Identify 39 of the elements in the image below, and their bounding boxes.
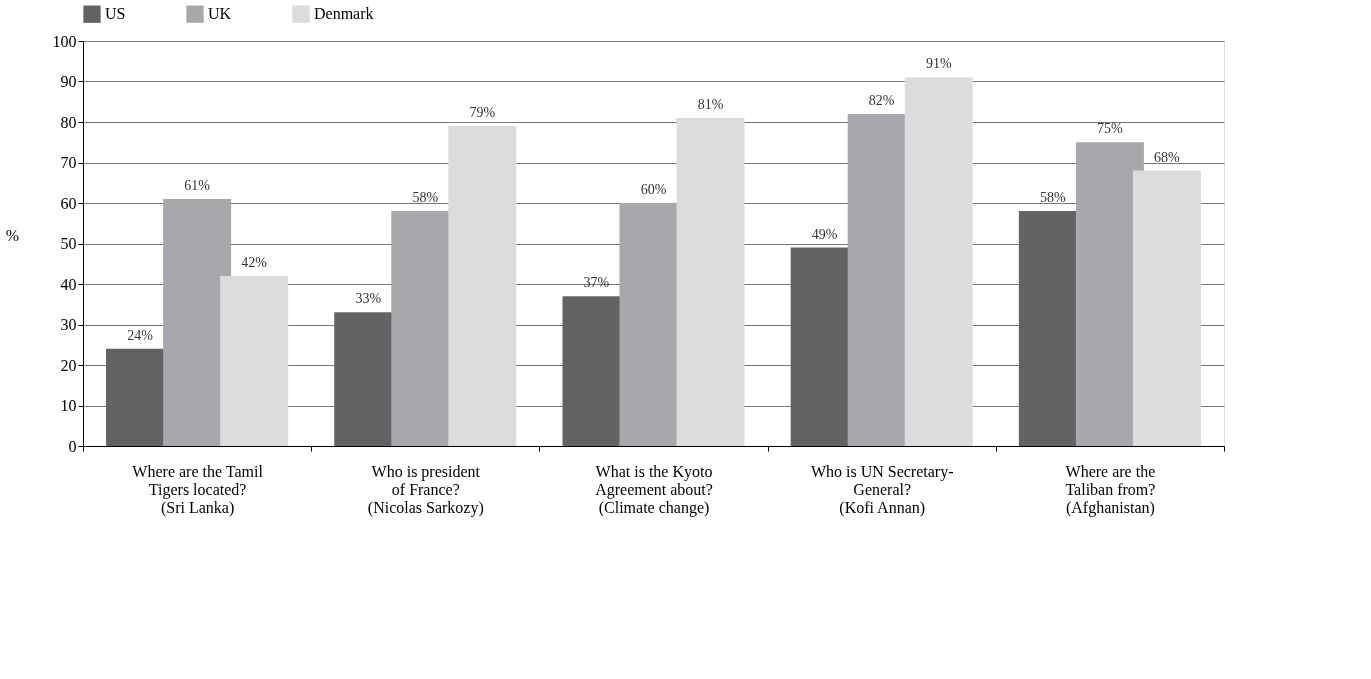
y-tick-label: 0 — [68, 437, 77, 455]
data-label: 58% — [412, 190, 439, 206]
data-label: 24% — [127, 327, 154, 343]
data-label: 61% — [184, 177, 211, 193]
bar — [676, 117, 745, 446]
data-label: 42% — [241, 254, 268, 270]
x-tick-label: Who is UN Secretary- General? (Kofi Annan) — [810, 462, 954, 517]
y-tick-label: 40 — [60, 275, 77, 293]
data-label: 79% — [469, 105, 496, 121]
x-tick-label: Where are the Tamil Tigers located? (Sri Lanka) — [132, 462, 264, 517]
bar — [1132, 170, 1201, 446]
y-tick-label: 70 — [60, 154, 77, 171]
data-label: 68% — [1154, 149, 1181, 165]
bar — [448, 126, 517, 446]
legend-label: UK — [208, 5, 232, 23]
x-tick-label: Where are the Taliban from? (Afghanistan) — [1065, 462, 1156, 517]
data-label: 49% — [811, 226, 838, 242]
data-label: 60% — [640, 182, 667, 197]
y-tick-label: 60 — [60, 194, 77, 212]
y-tick-label: 90 — [60, 73, 77, 90]
y-tick-label: 10 — [60, 397, 77, 414]
data-label: 58% — [1040, 190, 1067, 206]
x-tick-label: Who is president of France? (Nicolas Sarkozy) — [367, 462, 484, 517]
y-tick-label: 80 — [60, 113, 77, 131]
legend-label: US — [105, 5, 126, 23]
y-tick-label: 100 — [52, 32, 77, 50]
y-tick-label: 50 — [60, 235, 77, 252]
data-label: 75% — [1097, 121, 1124, 137]
data-label: 91% — [925, 56, 952, 72]
data-label: 81% — [697, 96, 724, 112]
y-tick-label: 20 — [60, 356, 77, 374]
data-label: 33% — [355, 291, 382, 307]
bar — [904, 77, 973, 446]
y-axis-title: % — [5, 227, 20, 244]
bar — [220, 275, 289, 446]
x-tick-label: What is the Kyoto Agreement about? (Climate change) — [595, 462, 713, 517]
data-label: 82% — [868, 92, 895, 108]
y-tick-label: 30 — [60, 316, 77, 333]
legend-label: Denmark — [314, 5, 374, 23]
